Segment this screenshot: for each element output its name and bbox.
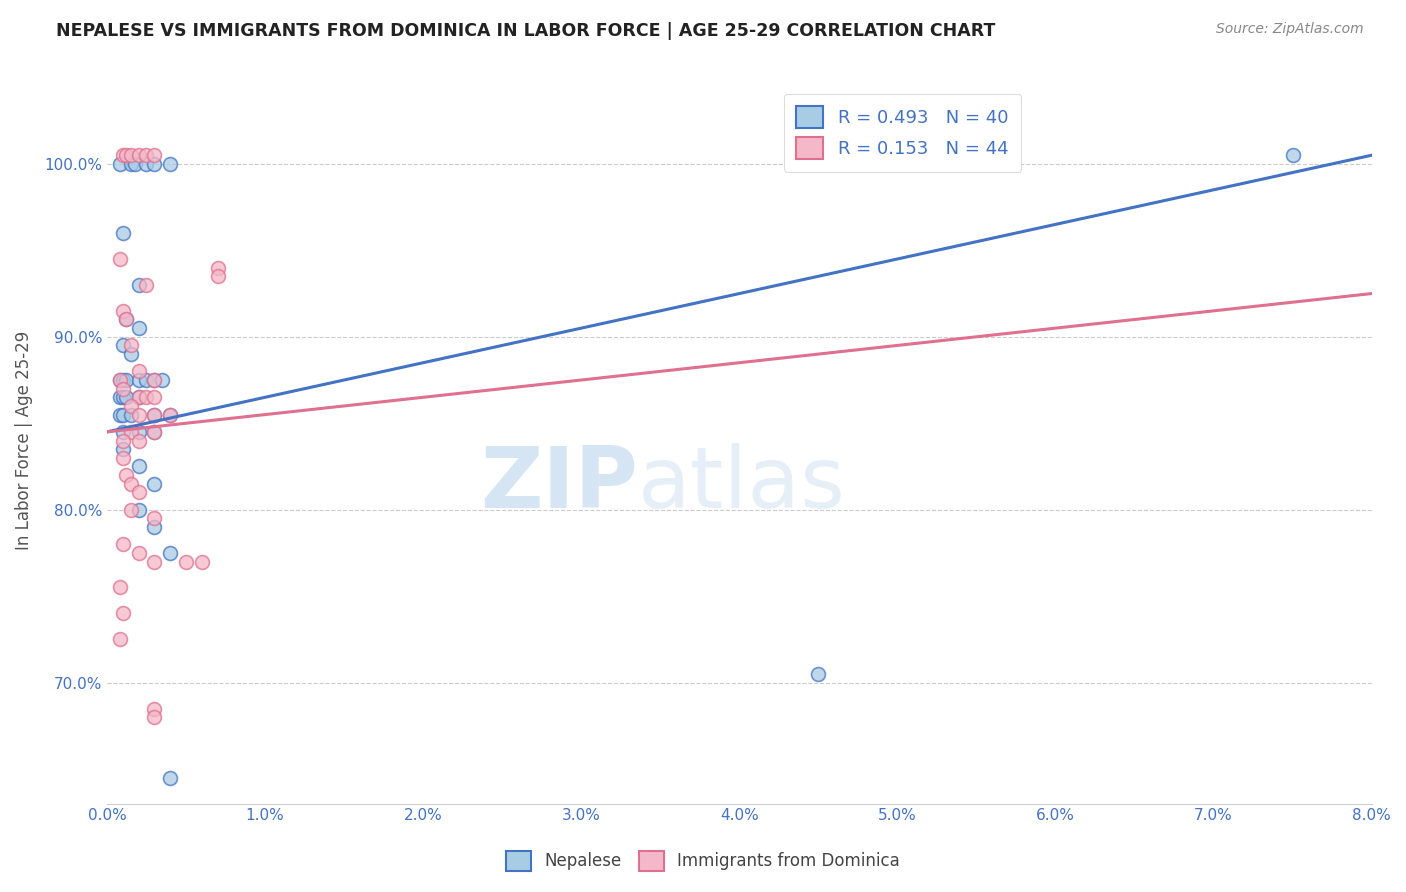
Point (120, 502, 142, 516)
Point (120, 148, 142, 162)
Point (120, 347, 142, 361)
Point (135, 390, 157, 404)
Point (108, 373, 131, 387)
Point (159, 771, 181, 785)
Point (1281, 148, 1303, 162)
Point (159, 157, 181, 171)
Point (108, 581, 131, 595)
Point (143, 373, 166, 387)
Point (108, 157, 131, 171)
Point (120, 157, 142, 171)
Point (111, 303, 134, 318)
Point (111, 607, 134, 621)
Point (108, 252, 131, 266)
Point (115, 373, 138, 387)
Point (111, 442, 134, 457)
Point (120, 408, 142, 422)
Point (128, 546, 150, 560)
Point (111, 408, 134, 422)
Point (120, 399, 142, 413)
Y-axis label: In Labor Force | Age 25-29: In Labor Force | Age 25-29 (15, 331, 32, 550)
Point (108, 408, 131, 422)
Point (128, 364, 150, 378)
Point (159, 408, 181, 422)
Point (111, 338, 134, 352)
Point (207, 260, 229, 275)
Point (143, 520, 166, 534)
Point (135, 373, 157, 387)
Point (115, 148, 138, 162)
Point (128, 321, 150, 335)
Point (128, 434, 150, 448)
Point (111, 148, 134, 162)
Text: Source: ZipAtlas.com: Source: ZipAtlas.com (1216, 22, 1364, 37)
Point (128, 408, 150, 422)
Point (128, 148, 150, 162)
Point (143, 511, 166, 525)
Point (120, 425, 142, 439)
Point (143, 373, 166, 387)
Point (128, 502, 150, 516)
Point (128, 390, 150, 404)
Point (115, 390, 138, 404)
Point (143, 701, 166, 715)
Point (191, 555, 214, 569)
Point (111, 390, 134, 404)
Point (108, 390, 131, 404)
Point (143, 425, 166, 439)
Text: ZIP: ZIP (481, 442, 638, 525)
Point (124, 157, 146, 171)
Point (111, 537, 134, 551)
Point (128, 390, 150, 404)
Point (128, 373, 150, 387)
Point (143, 710, 166, 724)
Point (111, 226, 134, 240)
Point (807, 667, 830, 681)
Point (135, 157, 157, 171)
Point (159, 408, 181, 422)
Point (143, 148, 166, 162)
Legend: Nepalese, Immigrants from Dominica: Nepalese, Immigrants from Dominica (498, 842, 908, 880)
Point (128, 485, 150, 500)
Point (128, 277, 150, 292)
Legend: R = 0.493   N = 40, R = 0.153   N = 44: R = 0.493 N = 40, R = 0.153 N = 44 (783, 94, 1021, 172)
Point (111, 373, 134, 387)
Point (111, 425, 134, 439)
Point (111, 382, 134, 396)
Point (143, 408, 166, 422)
Point (111, 450, 134, 465)
Point (120, 338, 142, 352)
Point (120, 476, 142, 491)
Point (108, 373, 131, 387)
Point (150, 373, 173, 387)
Point (143, 555, 166, 569)
Point (115, 468, 138, 483)
Point (143, 157, 166, 171)
Text: atlas: atlas (638, 442, 846, 525)
Text: NEPALESE VS IMMIGRANTS FROM DOMINICA IN LABOR FORCE | AGE 25-29 CORRELATION CHAR: NEPALESE VS IMMIGRANTS FROM DOMINICA IN … (56, 22, 995, 40)
Point (111, 434, 134, 448)
Point (135, 148, 157, 162)
Point (128, 459, 150, 474)
Point (143, 476, 166, 491)
Point (143, 390, 166, 404)
Point (115, 312, 138, 326)
Point (115, 312, 138, 326)
Point (135, 277, 157, 292)
Point (128, 425, 150, 439)
Point (207, 269, 229, 284)
Point (143, 425, 166, 439)
Point (143, 408, 166, 422)
Point (159, 546, 181, 560)
Point (108, 632, 131, 647)
Point (174, 555, 197, 569)
